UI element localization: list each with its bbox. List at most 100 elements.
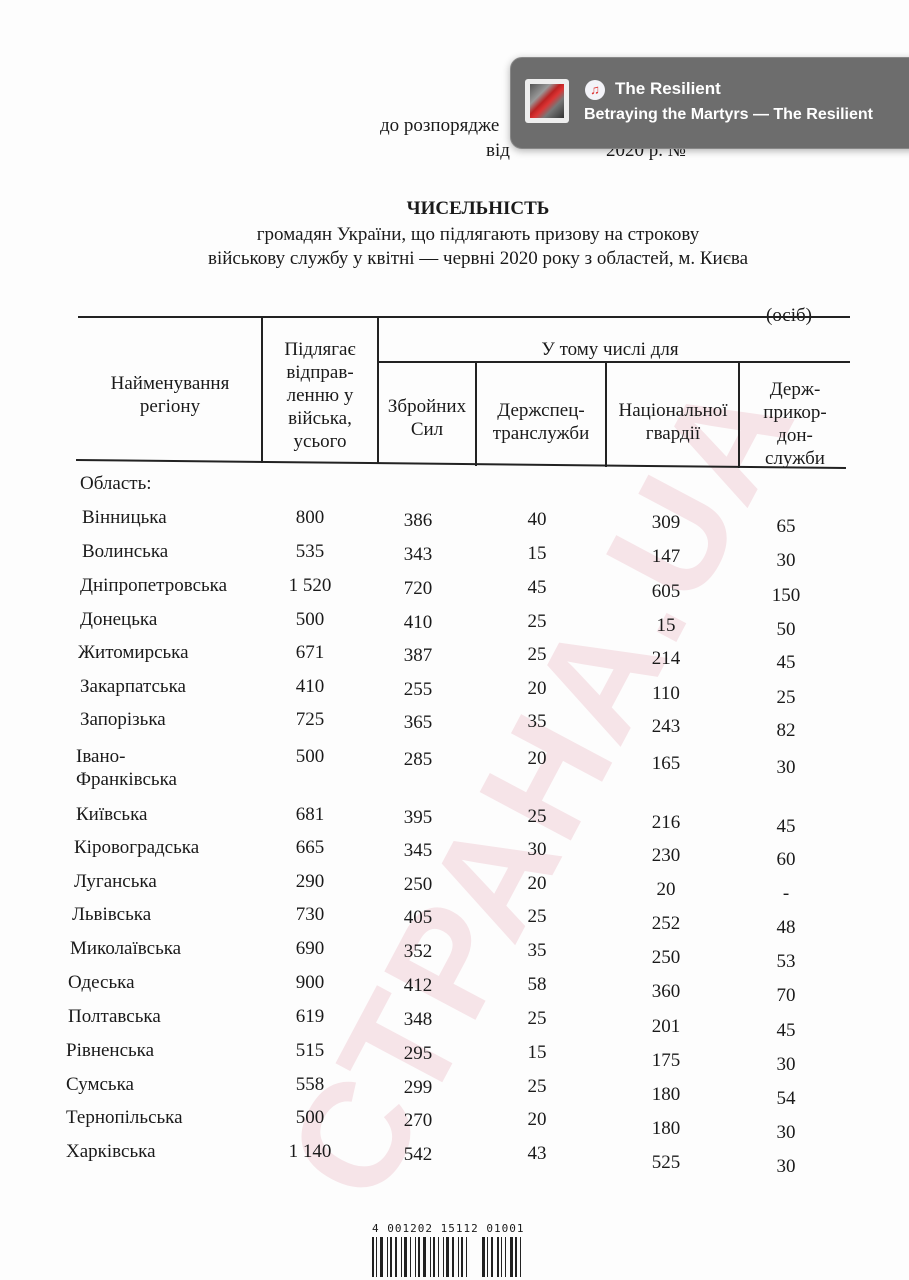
- barcode-bar: [510, 1237, 513, 1277]
- cell-dpsu: 30: [776, 1054, 796, 1075]
- cell-dpsu: 30: [776, 1156, 796, 1177]
- barcode-bar: [404, 1237, 407, 1277]
- cell-name: Закарпатська: [80, 676, 186, 697]
- cell-zsu: 250: [403, 874, 433, 895]
- cell-zsu: 405: [403, 907, 433, 928]
- col-header-dpsu: Держ-прикор-дон-служби: [763, 379, 827, 469]
- cell-zsu: 387: [403, 645, 433, 666]
- cell-zsu: 295: [403, 1043, 433, 1064]
- barcode-bar: [433, 1237, 435, 1277]
- notification-title: The Resilient: [615, 79, 721, 98]
- barcode-number: 4 001202 15112 01001: [372, 1222, 525, 1235]
- barcode-bar: [430, 1237, 431, 1277]
- barcode-bar: [497, 1237, 499, 1277]
- cell-dsts: 40: [527, 509, 547, 530]
- cell-dsts: 25: [527, 611, 547, 632]
- barcode-bar: [452, 1237, 454, 1277]
- cell-total: 681: [295, 804, 325, 825]
- cell-name: Тернопільська: [66, 1107, 183, 1128]
- cell-total: 730: [295, 904, 325, 925]
- col-header-ngu: Національної гвардії: [618, 400, 728, 444]
- barcode-bar: [515, 1237, 517, 1277]
- cell-zsu: 412: [403, 975, 433, 996]
- cell-name: Львівська: [72, 904, 152, 925]
- cell-dpsu: 45: [776, 815, 796, 837]
- cell-dpsu: 82: [776, 720, 796, 741]
- cell-total: 500: [295, 609, 325, 630]
- cell-dsts: 30: [527, 839, 547, 860]
- cell-name: Кіровоградська: [74, 837, 200, 858]
- cell-dpsu: 65: [776, 516, 796, 537]
- col-divider: [377, 318, 379, 464]
- col-divider: [261, 318, 263, 463]
- cell-total: 690: [295, 938, 325, 959]
- cell-total: 535: [295, 541, 325, 562]
- cell-dsts: 25: [527, 1008, 547, 1029]
- cell-ngu: 214: [651, 648, 681, 670]
- barcode-bar: [415, 1237, 416, 1277]
- cell-name: Житомирська: [78, 642, 189, 663]
- cell-zsu: 270: [403, 1110, 433, 1131]
- col-header-total: Підлягає відправ-ленню у війська, усього: [284, 339, 356, 452]
- barcode-bar: [372, 1237, 374, 1277]
- cell-dpsu: 48: [776, 916, 796, 938]
- cell-ngu: 20: [656, 879, 676, 901]
- barcode-bar: [501, 1237, 502, 1277]
- section-label: Область:: [80, 473, 152, 494]
- cell-dsts: 35: [527, 711, 547, 732]
- barcode-bars: [372, 1237, 524, 1277]
- cell-dsts: 45: [527, 577, 547, 598]
- cell-dpsu: 30: [776, 550, 796, 572]
- cell-ngu: 201: [651, 1015, 681, 1037]
- cell-total: 500: [295, 1107, 325, 1128]
- cell-dsts: 15: [527, 543, 547, 564]
- cell-name: Полтавська: [68, 1006, 161, 1027]
- cell-name: Одеська: [68, 972, 135, 993]
- album-art: [525, 79, 569, 123]
- barcode-bar: [410, 1237, 411, 1277]
- units-label: (осіб): [766, 305, 813, 326]
- barcode-bar: [438, 1237, 439, 1277]
- cell-zsu: 365: [403, 712, 433, 733]
- cell-dpsu: 45: [776, 652, 796, 674]
- cell-ngu: 216: [651, 811, 681, 833]
- cell-name: Дніпропетровська: [80, 575, 228, 596]
- cell-name: Донецька: [80, 609, 158, 630]
- barcode-bar: [466, 1237, 467, 1277]
- cell-total: 665: [295, 837, 325, 858]
- cell-total: 1 140: [288, 1141, 332, 1162]
- barcode-bar: [443, 1237, 444, 1277]
- col-divider: [475, 362, 477, 466]
- cell-dpsu: 45: [776, 1019, 796, 1041]
- cell-ngu: 525: [651, 1152, 681, 1173]
- cell-total: 290: [295, 871, 325, 892]
- cell-dsts: 20: [527, 748, 547, 769]
- cell-dpsu: 70: [776, 985, 796, 1007]
- barcode-bar: [390, 1237, 392, 1277]
- barcode-bar: [387, 1237, 388, 1277]
- cell-ngu: 309: [651, 512, 681, 533]
- header-line1: до розпорядже: [380, 115, 500, 136]
- cell-name: Івано-: [76, 746, 126, 767]
- cell-name: Рівненська: [66, 1040, 155, 1061]
- barcode-bar: [520, 1237, 521, 1277]
- cell-zsu: 343: [403, 544, 433, 565]
- barcode-bar: [505, 1237, 506, 1277]
- music-notification[interactable]: ♫ The Resilient Betraying the Martyrs — …: [510, 57, 909, 149]
- cell-zsu: 255: [403, 679, 433, 700]
- cell-name: Вінницька: [82, 507, 167, 528]
- cell-dsts: 20: [527, 873, 547, 894]
- col-divider: [738, 362, 740, 468]
- cell-dsts: 25: [527, 1076, 547, 1097]
- cell-name: Волинська: [82, 541, 169, 562]
- barcode-bar: [482, 1237, 485, 1277]
- cell-ngu: 175: [651, 1050, 681, 1071]
- barcode: 4 001202 15112 01001: [372, 1222, 524, 1277]
- cell-dsts: 43: [527, 1143, 547, 1164]
- doc-subtitle-1: громадян України, що підлягають призову …: [256, 224, 700, 245]
- cell-zsu: 285: [403, 749, 433, 770]
- cell-ngu: 15: [656, 615, 676, 636]
- cell-ngu: 605: [651, 580, 681, 602]
- cell-name2: Франківська: [76, 769, 177, 790]
- barcode-bar: [461, 1237, 463, 1277]
